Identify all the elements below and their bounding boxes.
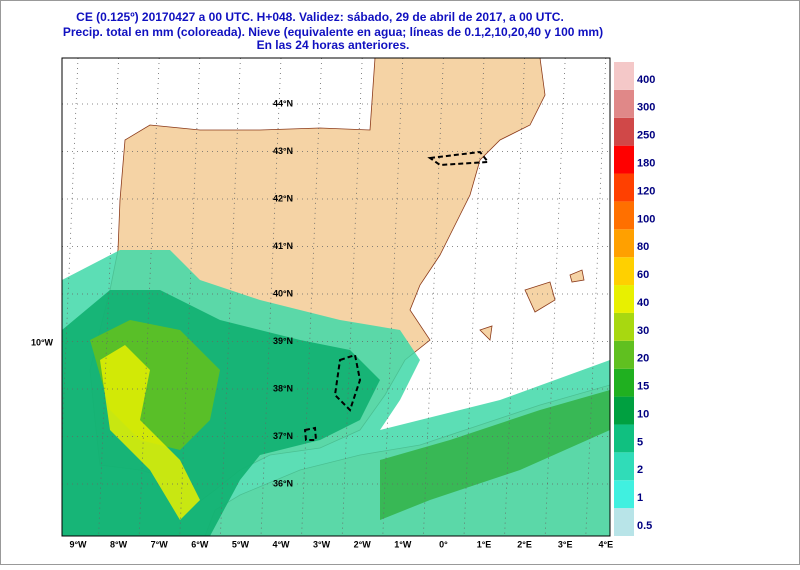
legend-label: 2 [637, 464, 643, 476]
legend-swatch [614, 340, 634, 369]
lat-label: 38°N [273, 383, 293, 393]
legend-label: 5 [637, 436, 643, 448]
legend-label: 60 [637, 269, 649, 281]
title-line: Precip. total en mm (coloreada). Nieve (… [63, 25, 603, 39]
legend-swatch [614, 368, 634, 397]
legend-label: 20 [637, 353, 649, 365]
legend-label: 100 [637, 213, 655, 225]
legend-label: 1 [637, 492, 643, 504]
legend-label: 300 [637, 102, 655, 114]
legend-swatch [614, 201, 634, 230]
legend-swatch [614, 89, 634, 118]
title-line: En las 24 horas anteriores. [257, 38, 410, 52]
lat-label: 43°N [273, 146, 293, 156]
lon-label: 1°W [394, 539, 412, 549]
legend-swatch [614, 424, 634, 453]
lon-label: 3°W [313, 539, 331, 549]
island [479, 269, 585, 341]
legend-swatch [614, 312, 634, 341]
legend-label: 80 [637, 241, 649, 253]
axis-labels: 10°W 44°N 43°N 42°N 41°N 40°N 39°N 38°N 37°N 36°… [31, 98, 613, 549]
title-line: CE (0.125º) 20170427 a 00 UTC. H+048. Va… [76, 10, 564, 24]
legend-label: 15 [637, 381, 649, 393]
lon-label: 6°W [191, 539, 209, 549]
lon-label: 7°W [151, 539, 169, 549]
lon-label: 8°W [110, 539, 128, 549]
legend-swatch [614, 229, 634, 258]
lon-label: 3°E [558, 539, 573, 549]
lat-label: 39°N [273, 336, 293, 346]
lat-label: 37°N [273, 431, 293, 441]
lat-label: 44°N [273, 98, 293, 108]
legend-swatch [614, 145, 634, 174]
legend-label: 0.5 [637, 520, 652, 532]
legend-swatch [614, 285, 634, 313]
lon-label: 0° [439, 539, 448, 549]
legend-swatch [614, 173, 634, 202]
legend-label: 10 [637, 408, 649, 420]
header: CE (0.125º) 20170427 a 00 UTC. H+048. Va… [63, 10, 603, 52]
legend-swatch [614, 480, 634, 509]
legend-swatch [614, 257, 634, 286]
lon-label: 2°W [354, 539, 372, 549]
legend-swatch [614, 62, 634, 90]
lon-label: 4°W [272, 539, 290, 549]
lat-label: 41°N [273, 241, 293, 251]
lon-label: 2°E [517, 539, 532, 549]
map-border [61, 57, 611, 537]
legend: 0.5 1 2 5 10 15 20 30 40 60 80 100 120 180 250 300 400 [614, 62, 655, 536]
lon-label: 4°E [598, 539, 613, 549]
legend-label: 30 [637, 325, 649, 337]
lat-label: 36°N [273, 478, 293, 488]
legend-label: 400 [637, 74, 655, 86]
lat-label: 40°N [273, 288, 293, 298]
legend-swatch [614, 452, 634, 481]
legend-label: 250 [637, 130, 655, 142]
snow-contour [303, 150, 490, 441]
precipitation [100, 345, 200, 520]
legend-swatch [614, 508, 634, 536]
map-area [62, 58, 610, 536]
precipitation [380, 390, 610, 520]
lat-label: 42°N [273, 193, 293, 203]
legend-label: 180 [637, 157, 655, 169]
lon-label: 1°E [477, 539, 492, 549]
lon-label: 5°W [232, 539, 250, 549]
legend-label: 120 [637, 185, 655, 197]
lon-label: 9°W [69, 539, 87, 549]
side-label: 10°W [31, 337, 54, 347]
legend-label: 40 [637, 297, 649, 309]
legend-swatch [614, 396, 634, 425]
legend-swatch [614, 117, 634, 146]
